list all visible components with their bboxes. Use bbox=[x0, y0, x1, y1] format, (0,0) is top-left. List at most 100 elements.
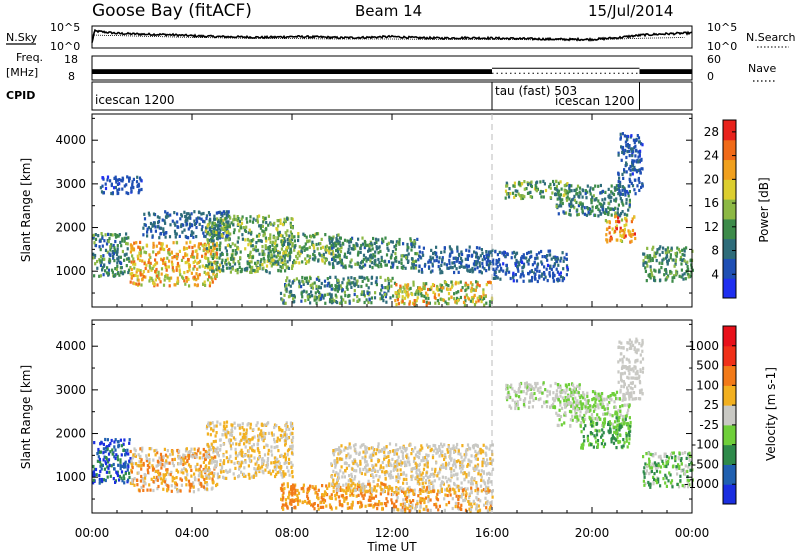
velocity-cell bbox=[155, 475, 159, 479]
power-cell bbox=[624, 234, 627, 238]
velocity-cell bbox=[406, 460, 409, 464]
power-cell bbox=[301, 246, 304, 250]
power-cell bbox=[390, 265, 393, 269]
power-cell bbox=[193, 222, 196, 227]
power-cell bbox=[241, 215, 244, 219]
power-cell bbox=[533, 187, 537, 191]
power-cell bbox=[199, 242, 202, 246]
velocity-cell bbox=[374, 494, 378, 498]
power-cell bbox=[279, 218, 282, 222]
power-cell bbox=[498, 257, 501, 262]
power-cell bbox=[373, 262, 376, 266]
power-cell bbox=[630, 239, 633, 243]
velocity-cell bbox=[121, 464, 124, 468]
velocity-cell bbox=[105, 470, 108, 474]
velocity-cell bbox=[280, 473, 283, 477]
velocity-cell bbox=[372, 505, 375, 509]
power-cell bbox=[161, 242, 164, 246]
power-cell bbox=[121, 237, 124, 241]
power-cell bbox=[276, 262, 279, 267]
power-cell bbox=[565, 273, 568, 277]
power-cell bbox=[196, 216, 200, 220]
power-cell bbox=[391, 276, 394, 280]
power-cell bbox=[556, 270, 559, 274]
velocity-cell bbox=[422, 467, 426, 471]
velocity-cell bbox=[98, 477, 101, 482]
velocity-cell bbox=[243, 442, 246, 446]
power-cell bbox=[499, 277, 502, 281]
power-cell bbox=[168, 252, 171, 257]
power-cell bbox=[481, 258, 484, 262]
power-cell bbox=[557, 193, 560, 197]
power-cell bbox=[501, 251, 504, 255]
power-cell bbox=[134, 262, 137, 266]
power-cell bbox=[681, 258, 684, 262]
power-cell bbox=[306, 254, 309, 258]
power-cell bbox=[624, 140, 627, 144]
power-cell bbox=[334, 241, 337, 245]
power-cell bbox=[290, 237, 293, 242]
power-cell bbox=[423, 299, 426, 303]
velocity-cell bbox=[440, 465, 443, 469]
velocity-cell bbox=[491, 467, 495, 471]
power-cell bbox=[676, 246, 679, 250]
power-cell bbox=[662, 246, 665, 250]
power-cell bbox=[586, 184, 589, 188]
power-cell bbox=[272, 250, 276, 254]
velocity-cell bbox=[335, 481, 339, 485]
velocity-cell bbox=[294, 488, 297, 492]
velocity-cell bbox=[204, 474, 207, 478]
power-cell bbox=[572, 204, 575, 208]
power-cell bbox=[513, 250, 516, 254]
power-cell bbox=[375, 276, 378, 280]
power-cell bbox=[265, 269, 268, 274]
power-cell bbox=[498, 263, 502, 267]
power-cell bbox=[300, 291, 303, 295]
velocity-cell bbox=[446, 480, 449, 484]
velocity-cell bbox=[177, 454, 180, 458]
power-cell bbox=[317, 275, 320, 280]
power-cell bbox=[258, 214, 261, 218]
power-cell bbox=[160, 267, 164, 271]
power-cell bbox=[205, 247, 208, 251]
power-cell bbox=[204, 252, 207, 256]
velocity-cell bbox=[396, 459, 399, 463]
velocity-cell bbox=[192, 485, 195, 489]
power-cell bbox=[231, 252, 234, 256]
power-cell bbox=[563, 193, 566, 197]
velocity-cell bbox=[283, 431, 286, 435]
power-cell bbox=[548, 272, 551, 276]
power-cell bbox=[192, 260, 195, 265]
power-cell bbox=[137, 245, 140, 249]
power-cell bbox=[229, 232, 232, 236]
power-cell bbox=[527, 262, 530, 266]
velocity-cell bbox=[276, 436, 279, 440]
power-cell bbox=[151, 266, 154, 271]
power-cell bbox=[637, 150, 640, 154]
power-cell bbox=[629, 230, 632, 234]
power-cell bbox=[289, 223, 292, 227]
power-cell bbox=[678, 250, 682, 254]
velocity-cell bbox=[181, 457, 184, 461]
power-cell bbox=[246, 220, 249, 224]
power-cell bbox=[565, 264, 569, 268]
velocity-cell bbox=[162, 476, 165, 480]
power-cell bbox=[338, 284, 341, 288]
velocity-cell bbox=[156, 478, 159, 482]
velocity-cell bbox=[367, 469, 370, 473]
power-cell bbox=[625, 170, 628, 174]
power-cell bbox=[403, 289, 407, 293]
power-cell bbox=[309, 283, 312, 287]
power-cell bbox=[191, 250, 194, 254]
power-cell bbox=[179, 273, 182, 277]
velocity-cell bbox=[280, 453, 283, 457]
power-cell bbox=[612, 207, 615, 212]
power-cell bbox=[293, 235, 296, 239]
power-cell bbox=[293, 245, 296, 249]
velocity-cell bbox=[291, 486, 294, 490]
power-cell bbox=[614, 199, 617, 203]
power-cell bbox=[312, 233, 315, 238]
velocity-cell bbox=[296, 488, 299, 493]
power-cell bbox=[222, 210, 225, 214]
